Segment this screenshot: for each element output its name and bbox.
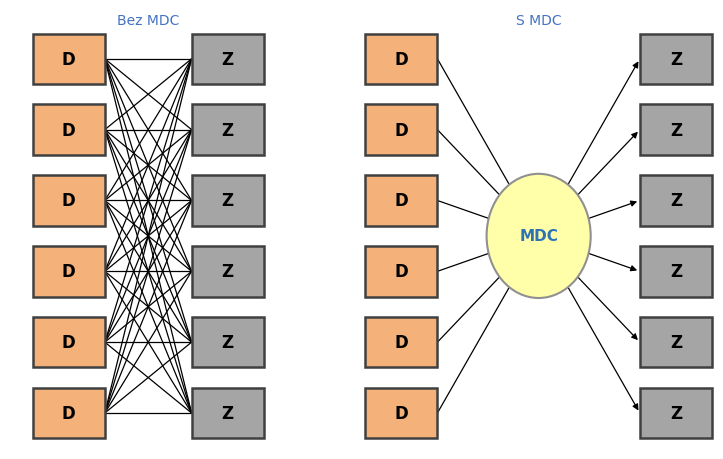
Text: Z: Z (670, 263, 682, 281)
Bar (192, 176, 264, 226)
Bar (640, 317, 712, 368)
Text: Z: Z (670, 50, 682, 69)
Bar (640, 34, 712, 85)
Bar (33, 34, 105, 85)
Bar (33, 105, 105, 156)
Text: MDC: MDC (519, 229, 558, 244)
Bar (33, 176, 105, 226)
Bar (640, 105, 712, 156)
Text: Z: Z (670, 333, 682, 352)
Text: Z: Z (222, 333, 234, 352)
Text: Z: Z (670, 121, 682, 140)
Ellipse shape (487, 174, 591, 298)
Bar (640, 246, 712, 297)
Text: Z: Z (670, 192, 682, 210)
Text: D: D (61, 50, 76, 69)
Text: D: D (61, 404, 76, 422)
Text: D: D (394, 121, 408, 140)
Text: D: D (61, 121, 76, 140)
Bar (33, 388, 105, 438)
Bar (192, 388, 264, 438)
Bar (640, 176, 712, 226)
Text: Z: Z (670, 404, 682, 422)
Text: D: D (394, 192, 408, 210)
Bar (192, 105, 264, 156)
Text: D: D (394, 404, 408, 422)
Bar (365, 317, 437, 368)
Bar (192, 246, 264, 297)
Bar (640, 388, 712, 438)
Text: D: D (394, 50, 408, 69)
Text: Bez MDC: Bez MDC (117, 14, 179, 28)
Bar (192, 317, 264, 368)
Bar (365, 388, 437, 438)
Bar (192, 34, 264, 85)
Bar (365, 34, 437, 85)
Text: Z: Z (222, 192, 234, 210)
Bar (365, 246, 437, 297)
Bar (33, 317, 105, 368)
Text: D: D (394, 333, 408, 352)
Text: D: D (61, 333, 76, 352)
Text: Z: Z (222, 121, 234, 140)
Text: Z: Z (222, 50, 234, 69)
Text: Z: Z (222, 263, 234, 281)
Text: D: D (61, 263, 76, 281)
Bar (365, 176, 437, 226)
Bar (33, 246, 105, 297)
Text: Z: Z (222, 404, 234, 422)
Bar (365, 105, 437, 156)
Text: D: D (394, 263, 408, 281)
Text: S MDC: S MDC (515, 14, 562, 28)
Text: D: D (61, 192, 76, 210)
